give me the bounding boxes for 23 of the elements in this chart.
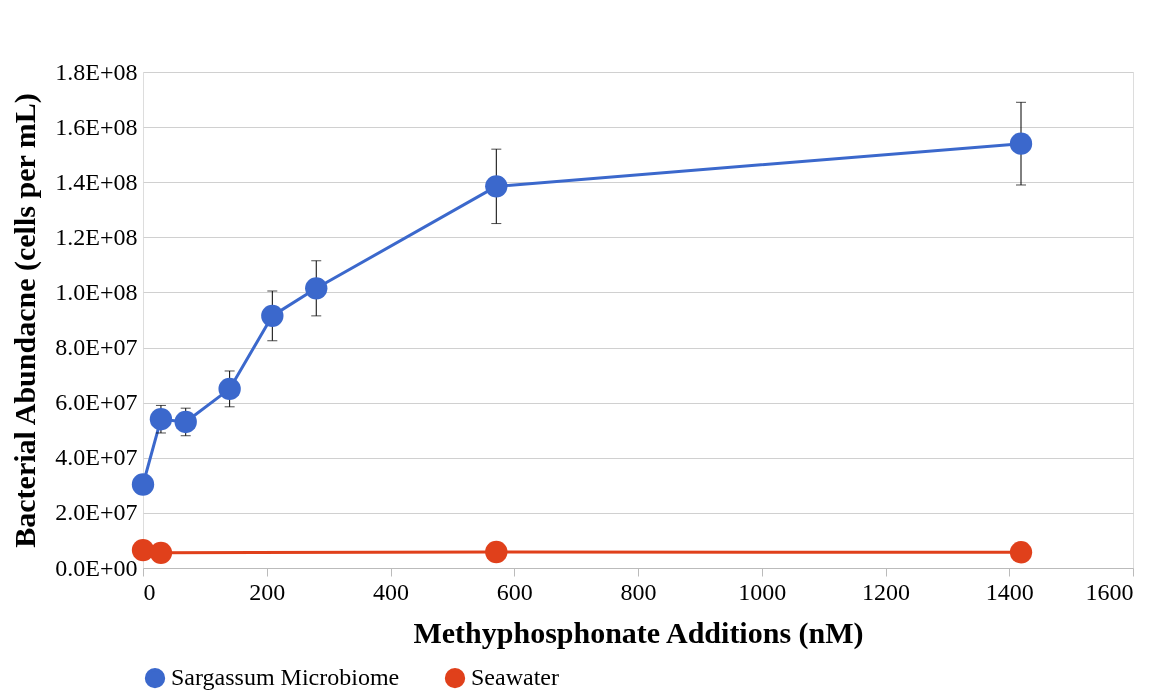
legend-label: Seawater xyxy=(471,664,559,691)
y-tick-label: 1.0E+08 xyxy=(55,278,138,305)
y-tick-label: 1.2E+08 xyxy=(55,223,138,250)
x-tick-label: 1200 xyxy=(862,578,910,605)
y-tick-label: 6.0E+07 xyxy=(55,389,138,416)
y-tick-label: 0.0E+00 xyxy=(55,554,138,581)
x-tick-label: 400 xyxy=(373,578,409,605)
x-tick-label: 800 xyxy=(620,578,657,605)
x-tick-label: 1600 xyxy=(1085,578,1134,605)
y-tick-label: 1.4E+08 xyxy=(55,168,138,195)
y-axis-title: Bacterial Abundacne (cells per mL) xyxy=(8,93,43,548)
x-tick-label: 600 xyxy=(496,578,533,605)
y-tick-label: 4.0E+07 xyxy=(55,444,138,471)
y-tick-label: 8.0E+07 xyxy=(55,334,138,361)
x-tick-label: 1000 xyxy=(738,578,787,605)
y-tick-label: 2.0E+07 xyxy=(55,499,138,526)
legend-label: Sargassum Microbiome xyxy=(171,664,400,691)
y-tick-label: 1.6E+08 xyxy=(55,113,138,140)
x-axis-title: Methyphosphonate Additions (nM) xyxy=(413,615,864,650)
x-tick-label: 1400 xyxy=(985,578,1034,605)
x-tick-label: 0 xyxy=(143,578,156,605)
x-tick-label: 200 xyxy=(249,578,286,605)
y-tick-label: 1.8E+08 xyxy=(55,58,138,85)
